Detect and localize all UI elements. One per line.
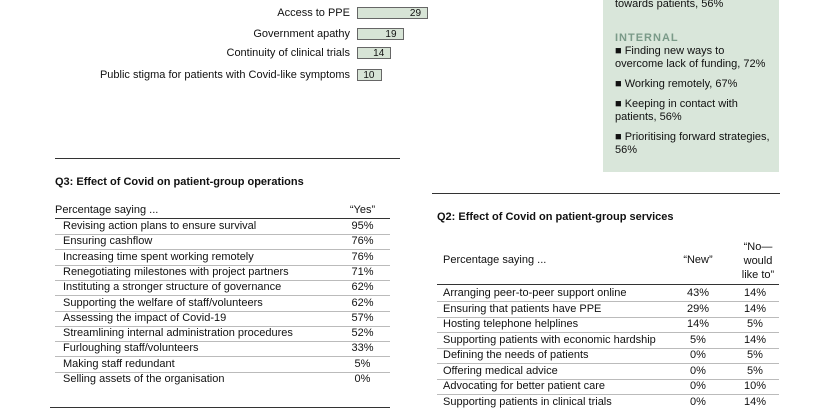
row-rule — [55, 310, 390, 312]
row-rule — [55, 356, 390, 358]
row-rule — [437, 316, 779, 318]
q2-row-label: Hosting telephone helplines — [443, 318, 579, 330]
q3-row-value: 62% — [351, 296, 374, 309]
row-rule — [437, 394, 779, 395]
sidebar-heading: INTERNAL — [615, 32, 679, 44]
q2-row-label: Arranging peer-to-peer support online — [443, 287, 627, 299]
q3-row-label: Supporting the welfare of staff/voluntee… — [63, 296, 263, 309]
row-rule — [437, 301, 779, 302]
q3-row-value: 5% — [354, 357, 371, 370]
q2-title: Q2: Effect of Covid on patient-group ser… — [437, 211, 674, 223]
q3-row-value: 0% — [354, 373, 371, 385]
row-rule — [55, 325, 390, 327]
row-rule — [437, 332, 779, 333]
bar-value: 19 — [385, 29, 397, 40]
q2-row-value: 14% — [743, 287, 767, 299]
sidebar: ■ Countering public apathy towards patie… — [603, 0, 779, 172]
q3-row-value: 57% — [351, 311, 374, 324]
q2-row-value: 5% — [747, 349, 763, 361]
rule — [437, 284, 779, 285]
q3-row-label: Assessing the impact of Covid-19 — [63, 311, 227, 324]
q2-row-label: Supporting patients in clinical trials — [443, 395, 612, 408]
row-rule — [437, 378, 779, 380]
q2-row-value: 0% — [690, 349, 706, 361]
q3-row-label: Renegotiating milestones with project pa… — [63, 265, 289, 278]
q2-row-value: 0% — [690, 364, 706, 377]
bar-label: Continuity of clinical trials — [226, 47, 351, 59]
q2-row-value: 5% — [747, 318, 763, 330]
q3-row-label: Selling assets of the organisation — [63, 373, 225, 385]
q2-row-value: 0% — [690, 395, 706, 408]
bar-label: Government apathy — [253, 28, 350, 40]
q3-row-label: Instituting a stronger structure of gove… — [63, 281, 282, 294]
rule — [432, 193, 780, 194]
bar: 29 — [357, 7, 429, 19]
q2-row-value: 14% — [743, 395, 767, 408]
q2-row-value: 5% — [690, 333, 706, 346]
q2-row-value: 29% — [686, 302, 710, 315]
bar: 14 — [357, 47, 392, 59]
row-rule — [55, 295, 390, 297]
q3-row-label: Ensuring cashflow — [63, 235, 153, 248]
bar-value: 29 — [409, 8, 422, 19]
rule — [50, 407, 390, 408]
row-rule — [55, 249, 390, 251]
q3-title: Q3: Effect of Covid on patient-group ope… — [55, 176, 304, 188]
q3-row-value: 62% — [351, 281, 374, 294]
bar: 19 — [357, 28, 404, 40]
sidebar-item: ■ Finding new ways to overcome lack of f… — [615, 45, 766, 70]
q3-row-label: Revising action plans to ensure survival — [63, 220, 257, 232]
bar-label: Access to PPE — [277, 7, 350, 19]
q3-row-value: 33% — [351, 342, 374, 355]
q2-row-value: 14% — [743, 302, 767, 315]
bar: 10 — [357, 69, 382, 81]
q2-row-label: Defining the needs of patients — [443, 349, 589, 361]
q3-row-value: 52% — [351, 327, 374, 340]
rule — [55, 158, 400, 159]
q2-row-label: Offering medical advice — [443, 364, 558, 377]
row-rule — [55, 279, 390, 281]
q3-row-value: 76% — [351, 250, 374, 263]
q3-header: “Yes” — [349, 204, 376, 216]
q3-row-label: Making staff redundant — [63, 357, 175, 370]
bar-value: 14 — [373, 48, 385, 59]
q2-header: “No—would like to” — [741, 241, 775, 281]
sidebar-item: ■ Keeping in contact with patients, 56% — [615, 98, 738, 123]
q3-header: Percentage saying ... — [55, 204, 159, 216]
row-rule — [55, 341, 390, 343]
q2-row-value: 0% — [690, 380, 706, 392]
row-rule — [437, 347, 779, 349]
row-rule — [55, 264, 390, 266]
q2-header: Percentage saying ... — [443, 254, 547, 266]
sidebar-item: ■ Countering public apathy towards patie… — [615, 0, 724, 10]
q3-row-value: 76% — [351, 235, 374, 248]
q3-row-label: Increasing time spent working remotely — [63, 250, 254, 263]
bar-label: Public stigma for patients with Covid-li… — [99, 69, 350, 81]
bar-value: 10 — [363, 70, 375, 81]
q2-row-label: Ensuring that patients have PPE — [443, 302, 602, 315]
row-rule — [55, 371, 390, 373]
row-rule — [437, 363, 779, 364]
q2-row-value: 5% — [747, 364, 763, 377]
q2-header: “New” — [683, 254, 713, 266]
rule — [55, 218, 390, 219]
q2-row-label: Advocating for better patient care — [443, 380, 606, 392]
q2-row-label: Supporting patients with economic hardsh… — [443, 333, 656, 346]
row-rule — [55, 234, 390, 235]
q3-row-value: 95% — [351, 220, 374, 232]
q2-row-value: 10% — [743, 380, 767, 392]
q3-row-label: Streamlining internal administration pro… — [63, 327, 293, 340]
sidebar-item: ■ Working remotely, 67% — [615, 78, 738, 90]
q2-row-value: 43% — [686, 287, 710, 299]
q3-row-label: Furloughing staff/volunteers — [63, 342, 199, 355]
q2-row-value: 14% — [686, 318, 710, 330]
sidebar-item: ■ Prioritising forward strategies, 56% — [615, 131, 770, 156]
q2-row-value: 14% — [743, 333, 767, 346]
q3-row-value: 71% — [351, 265, 374, 278]
